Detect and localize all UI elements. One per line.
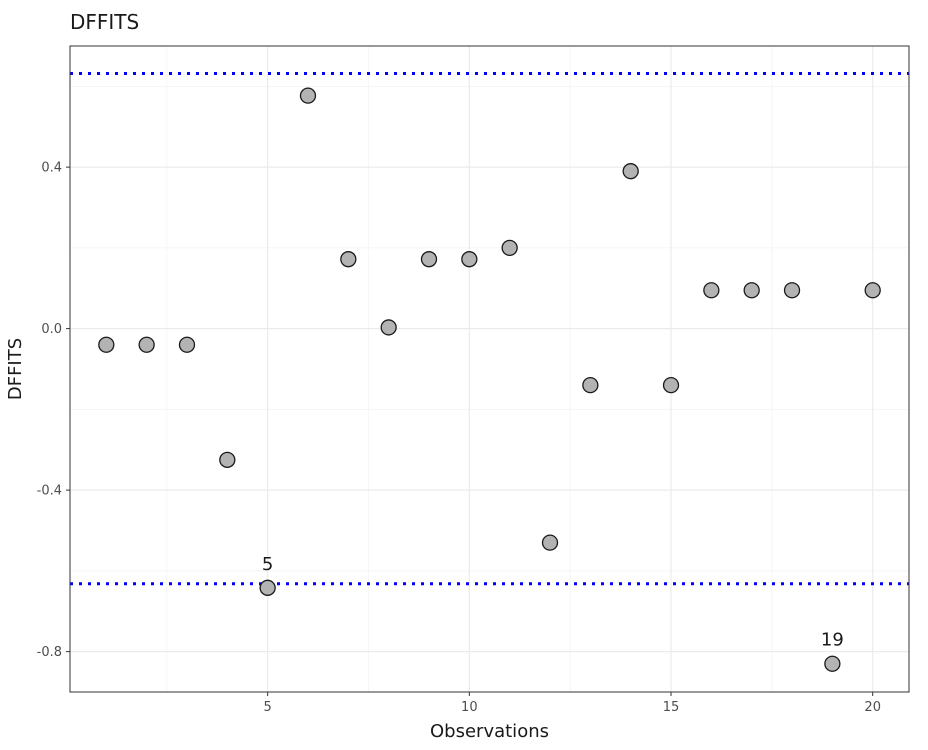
point-obs-15 bbox=[662, 376, 680, 394]
point-obs-12 bbox=[541, 534, 559, 551]
plot-panel bbox=[70, 46, 909, 692]
point-obs-2 bbox=[138, 336, 155, 353]
point-obs-11 bbox=[501, 239, 518, 257]
point-obs-6 bbox=[299, 87, 317, 104]
point-obs-8 bbox=[380, 319, 397, 336]
x-axis-ticks: 5 10 15 20 bbox=[264, 692, 881, 715]
y-tick-label-2: -0.4 bbox=[37, 484, 62, 499]
point-obs-5 bbox=[259, 579, 276, 596]
grid-major bbox=[70, 46, 909, 692]
point-obs-10 bbox=[461, 251, 478, 268]
chart-title: DFFITS bbox=[70, 10, 139, 34]
point-obs-4 bbox=[219, 451, 236, 468]
data-points bbox=[98, 87, 881, 672]
point-annotations: 5 19 bbox=[262, 554, 844, 651]
point-obs-17 bbox=[743, 282, 760, 299]
point-obs-16 bbox=[703, 282, 720, 299]
annotation-obs-5: 5 bbox=[262, 554, 273, 575]
y-axis-ticks: 0.4 0.0 -0.4 -0.8 bbox=[37, 161, 70, 660]
point-obs-1 bbox=[98, 336, 115, 353]
point-obs-14 bbox=[622, 163, 639, 180]
annotation-obs-19: 19 bbox=[821, 630, 844, 651]
y-tick-label-1: 0.0 bbox=[41, 322, 62, 337]
point-obs-18 bbox=[783, 282, 801, 299]
point-obs-13 bbox=[582, 376, 599, 394]
x-axis-title: Observations bbox=[430, 721, 549, 742]
y-tick-label-0: 0.4 bbox=[41, 161, 62, 176]
point-obs-9 bbox=[420, 251, 438, 268]
x-tick-label-2: 15 bbox=[663, 700, 680, 715]
x-tick-label-3: 20 bbox=[864, 700, 881, 715]
y-axis-title: DFFITS bbox=[5, 338, 26, 400]
point-obs-19 bbox=[824, 655, 841, 672]
y-tick-label-3: -0.8 bbox=[37, 645, 62, 660]
x-tick-label-1: 10 bbox=[461, 700, 478, 715]
plot-border bbox=[69, 45, 910, 693]
point-obs-20 bbox=[864, 282, 881, 299]
point-obs-7 bbox=[340, 251, 357, 268]
grid-minor bbox=[70, 46, 909, 692]
x-tick-label-0: 5 bbox=[264, 700, 272, 715]
point-obs-3 bbox=[178, 336, 196, 353]
